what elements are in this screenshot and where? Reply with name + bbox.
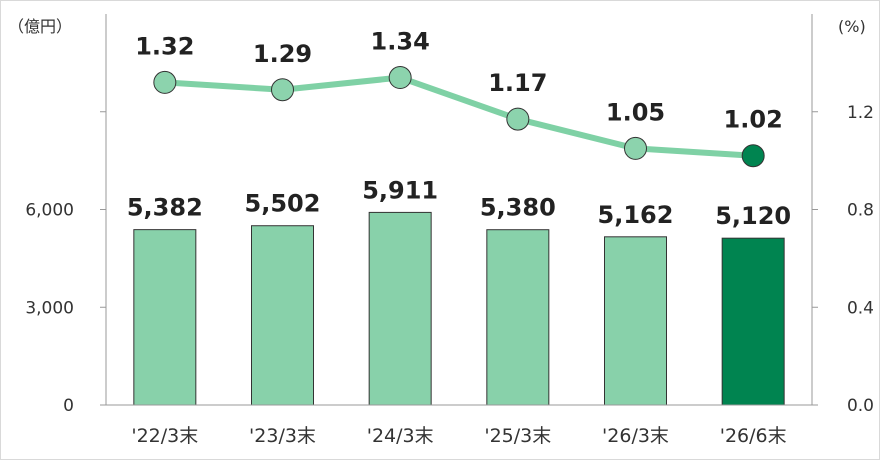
category-label: '24/3末 [367, 425, 434, 447]
category-label: '22/3末 [131, 425, 198, 447]
line-series: 1.32 1.29 1.34 1.17 1.05 1.02 [135, 28, 783, 168]
bar [486, 229, 550, 406]
left-tick-label: 6,000 [25, 201, 74, 221]
line-point [388, 66, 412, 90]
right-axis-unit: (%) [838, 17, 866, 36]
bar-value-label: 5,120 [715, 202, 791, 230]
category-label: '23/3末 [249, 425, 316, 447]
bar [251, 225, 314, 406]
line-value-label: 1.05 [606, 98, 665, 126]
bar-value-label: 5,380 [480, 194, 556, 222]
left-tick-label: 0 [63, 396, 74, 416]
bar-value-label: 5,382 [127, 194, 203, 222]
right-tick-label: 0.0 [847, 396, 874, 416]
line-point [741, 144, 765, 168]
line-point [271, 78, 294, 102]
left-axis-unit: （億円） [8, 17, 72, 36]
line-value-label: 1.29 [253, 40, 312, 68]
line-value-label: 1.17 [488, 69, 547, 97]
line-point [153, 70, 177, 94]
line-value-label: 1.34 [371, 28, 430, 56]
bar [368, 211, 432, 406]
line-value-label: 1.02 [724, 106, 783, 134]
right-axis: 0.0 0.4 0.8 1.2 [811, 14, 874, 416]
bar-value-label: 5,162 [598, 201, 674, 229]
bar [604, 236, 667, 406]
right-tick-label: 1.2 [847, 103, 874, 123]
bar-value-label: 5,502 [245, 190, 321, 218]
line-path [164, 74, 754, 159]
category-label: '25/3末 [484, 425, 551, 447]
left-tick-label: 3,000 [25, 298, 74, 318]
line-point [624, 136, 647, 160]
bar [133, 229, 197, 406]
right-tick-label: 0.8 [847, 201, 874, 221]
category-axis: '22/3末 '23/3末 '24/3末 '25/3末 '26/3末 '26/6末 [106, 404, 812, 447]
right-tick-label: 0.4 [847, 298, 874, 318]
line-value-label: 1.32 [135, 32, 194, 60]
bar [721, 237, 785, 406]
bar-value-label: 5,911 [362, 176, 438, 204]
bar-series: 5,382 5,502 5,911 5,380 5,162 5,120 [127, 176, 791, 406]
left-axis: 0 3,000 6,000 [25, 14, 107, 416]
line-point [506, 107, 530, 131]
category-label: '26/6末 [720, 425, 787, 447]
category-label: '26/3末 [602, 425, 669, 447]
